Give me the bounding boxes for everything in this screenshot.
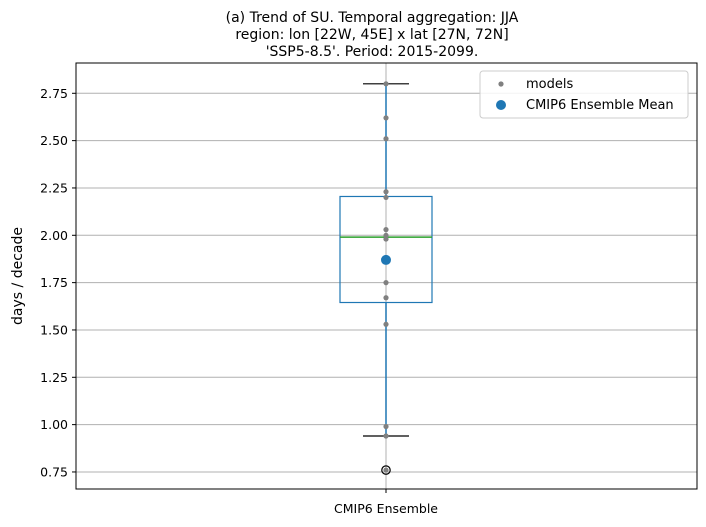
model-point [383,227,389,233]
model-point [383,189,389,195]
model-point [383,232,389,238]
y-tick-label: 2.50 [40,133,68,148]
model-point [383,423,389,430]
model-point [383,295,389,301]
chart-title-line-1: (a) Trend of SU. Temporal aggregation: J… [226,10,519,26]
model-point [383,433,389,439]
legend-mean-marker [496,100,506,110]
legend-models-marker [498,81,504,87]
y-tick-label: 1.50 [40,322,68,337]
legend: models CMIP6 Ensemble Mean [479,70,689,119]
model-point [383,115,389,121]
model-points [381,81,391,473]
y-tick-label: 2.75 [40,86,68,101]
y-tick-label: 1.00 [40,417,68,432]
outlier-marker [381,465,391,475]
y-tick-label: 2.00 [40,228,68,243]
y-tick-label: 2.25 [40,180,68,195]
chart-title-line-2: region: lon [22W, 45E] x lat [27N, 72N] [235,27,508,43]
y-tick-label: 1.25 [40,370,68,385]
model-point [383,467,389,473]
x-axis-ticks: CMIP6 Ensemble [334,489,438,516]
y-tick-label: 1.75 [40,275,68,290]
y-axis-label: days / decade [10,227,26,325]
legend-frame [479,70,689,119]
ensemble-mean-point [381,254,391,265]
legend-models-label: models [526,77,573,92]
model-point [383,280,389,286]
model-point [383,194,389,201]
legend-mean-label: CMIP6 Ensemble Mean [526,98,674,113]
y-tick-label: 0.75 [40,464,68,479]
model-point [383,81,389,87]
model-point [383,136,389,142]
chart-title-line-3: 'SSP5-8.5'. Period: 2015-2099. [266,44,479,60]
x-tick-label: CMIP6 Ensemble [334,501,438,516]
y-axis-ticks: 0.75 1.00 1.25 1.50 1.75 2.00 2.25 2.50 2.75 [40,86,76,479]
model-point [383,236,389,242]
model-point [383,321,389,327]
